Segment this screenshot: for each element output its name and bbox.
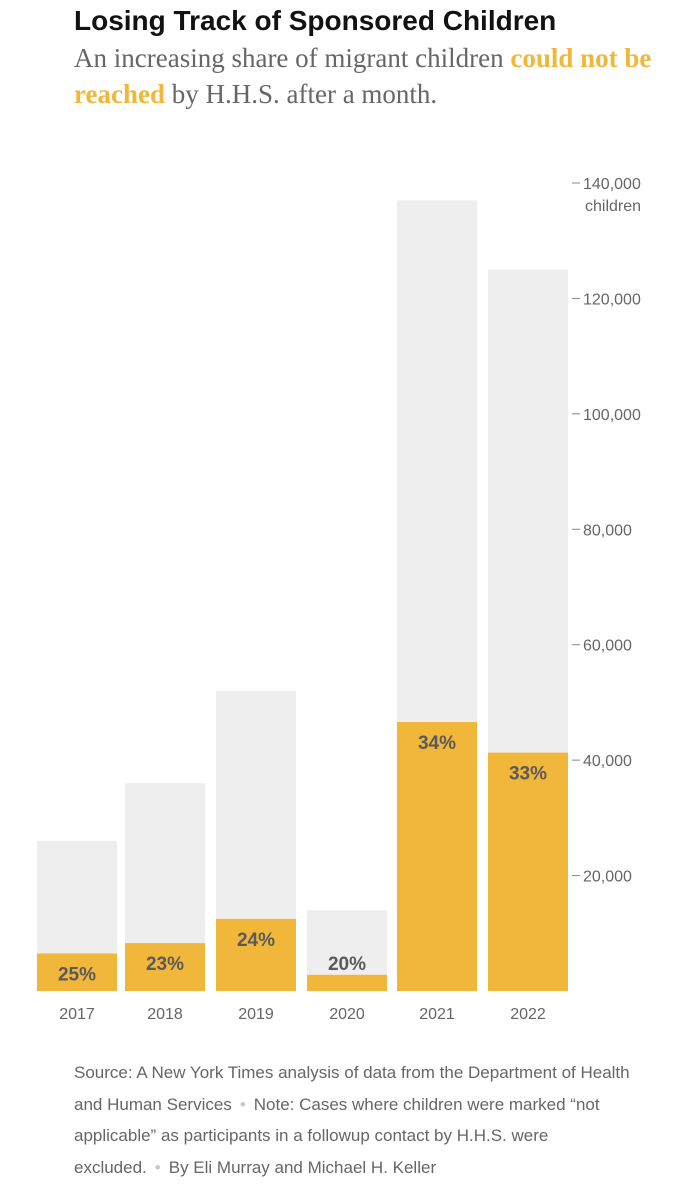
year-label-2020: 2020 bbox=[329, 1006, 365, 1023]
y-tick-label: 120,000 bbox=[583, 291, 641, 308]
credit-text: By Eli Murray and Michael H. Keller bbox=[168, 1157, 437, 1177]
unreached-bar-2020 bbox=[307, 974, 387, 991]
percent-label-2017: 25% bbox=[58, 964, 96, 985]
source-text: Source: A New York Times analysis of dat… bbox=[74, 1063, 630, 1114]
y-tick-label: 40,000 bbox=[583, 753, 632, 770]
year-label-2017: 2017 bbox=[59, 1006, 95, 1023]
note-text: Note: Cases where children were marked “… bbox=[74, 1094, 600, 1177]
year-label-2022: 2022 bbox=[510, 1006, 546, 1023]
source-note: Source: A New York Times analysis of dat… bbox=[74, 1057, 634, 1183]
percent-label-2019: 24% bbox=[237, 930, 275, 951]
unreached-bar-2019 bbox=[216, 918, 296, 991]
percent-label-2021: 34% bbox=[418, 733, 456, 754]
y-tick-label: 60,000 bbox=[583, 638, 632, 655]
subtitle-text-after: by H.H.S. after a month. bbox=[171, 79, 438, 109]
y-tick-label: 20,000 bbox=[583, 869, 632, 886]
y-tick-label: 140,000 bbox=[583, 176, 641, 193]
percent-label-2020: 20% bbox=[328, 954, 366, 975]
percent-label-2018: 23% bbox=[146, 954, 184, 975]
year-label-2019: 2019 bbox=[238, 1006, 274, 1023]
year-label-2018: 2018 bbox=[147, 1006, 183, 1023]
y-tick-label: 80,000 bbox=[583, 522, 632, 539]
chart-subtitle: An increasing share of migrant children … bbox=[74, 40, 674, 112]
subtitle-text-before: An increasing share of migrant children bbox=[74, 43, 504, 73]
separator-dot: • bbox=[154, 1157, 161, 1177]
unreached-bar-2018 bbox=[125, 943, 205, 991]
unreached-bar-2017 bbox=[37, 953, 117, 991]
separator-dot: • bbox=[239, 1094, 246, 1114]
chart-title: Losing Track of Sponsored Children bbox=[74, 5, 557, 36]
percent-label-2022: 33% bbox=[509, 764, 547, 785]
y-unit-label: children bbox=[585, 198, 641, 215]
unreached-bar-2021 bbox=[397, 722, 477, 991]
subtitle-highlight: could not be reached bbox=[74, 43, 652, 109]
year-label-2021: 2021 bbox=[419, 1006, 455, 1023]
y-tick-label: 100,000 bbox=[583, 407, 641, 424]
unreached-bar-2022 bbox=[488, 752, 568, 991]
bar-chart: 25% 2017 23% 2018 24% 2019 20% 2020 34% 2021 33% 20… bbox=[37, 176, 641, 1023]
